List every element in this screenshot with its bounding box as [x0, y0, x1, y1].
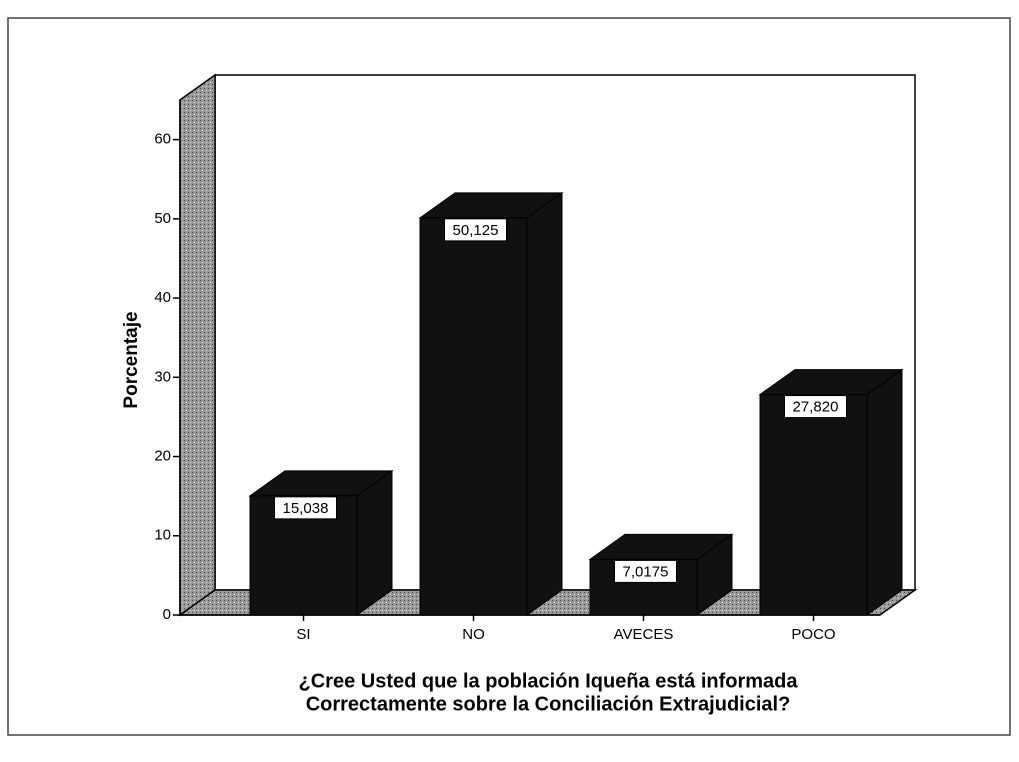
x-tick-label: NO: [462, 626, 485, 643]
value-label-box: [784, 395, 847, 419]
y-tick-label: 0: [163, 606, 171, 623]
x-tick-label: POCO: [791, 626, 835, 643]
value-label: 27,820: [793, 399, 839, 416]
x-tick-label: SI: [296, 626, 310, 643]
value-label-box: [274, 496, 337, 520]
bar: [759, 394, 868, 616]
x-axis-label: Correctamente sobre la Conciliación Extr…: [306, 693, 791, 715]
y-tick-label: 40: [154, 289, 171, 306]
left-wall: [179, 73, 216, 617]
value-label: 50,125: [453, 222, 499, 239]
y-tick-label: 20: [154, 448, 171, 465]
y-tick-label: 50: [154, 210, 171, 227]
bar-side: [356, 469, 393, 616]
y-tick-label: 30: [154, 368, 171, 385]
bar-side: [526, 191, 563, 616]
y-axis-label: Porcentaje: [121, 311, 142, 408]
bar: [419, 217, 528, 616]
value-label: 15,038: [283, 500, 329, 517]
value-label-box: [444, 218, 507, 242]
y-tick-label: 10: [154, 527, 171, 544]
frame: [7, 17, 1011, 736]
value-label: 7,0175: [623, 563, 669, 580]
x-tick-label: AVECES: [614, 626, 674, 643]
y-tick-label: 60: [154, 131, 171, 148]
value-label-box: [614, 559, 677, 583]
bar-side: [866, 368, 903, 616]
x-axis-label: ¿Cree Usted que la población Iqueña está…: [299, 670, 799, 692]
